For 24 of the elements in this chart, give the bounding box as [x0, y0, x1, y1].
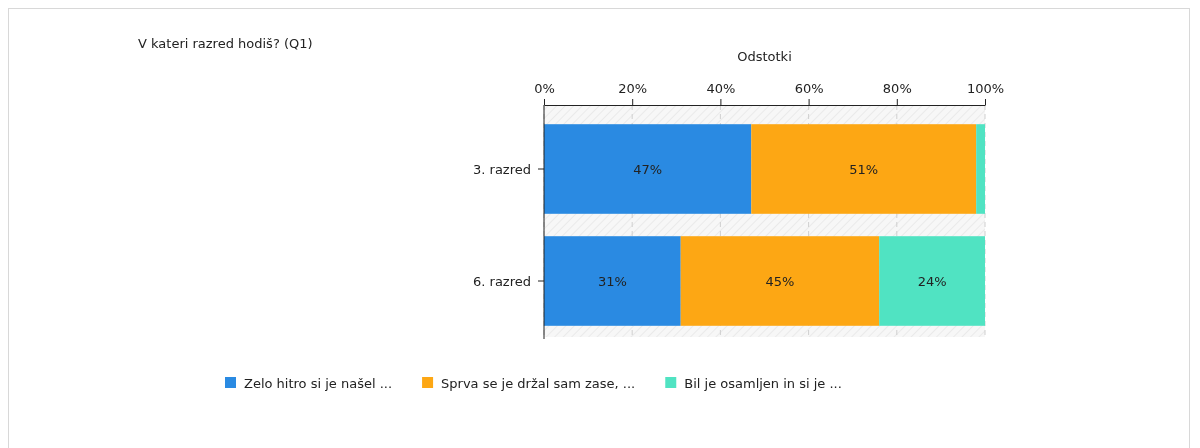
bar — [751, 124, 977, 214]
x-tick-label: 0% — [534, 81, 555, 97]
y-tick-label: 3. razred — [473, 161, 531, 177]
bar — [879, 236, 985, 326]
data-label: 24% — [917, 273, 947, 289]
x-tick-label: 40% — [706, 81, 736, 97]
bar — [680, 236, 880, 326]
y-tick-label: 6. razred — [473, 273, 531, 289]
bar — [976, 124, 985, 214]
bar — [544, 236, 681, 326]
x-tick-label: 20% — [618, 81, 648, 97]
data-label: 51% — [849, 161, 879, 177]
legend-label: Bil je osamljen in si je ... — [684, 375, 842, 391]
x-tick-label: 80% — [882, 81, 912, 97]
text: V kateri razred hodiš? (Q1) — [138, 36, 313, 51]
data-label: 45% — [765, 273, 795, 289]
legend-label: Sprva se je držal sam zase, ... — [441, 375, 636, 391]
bar — [544, 124, 752, 214]
x-axis-title: Odstotki — [737, 49, 792, 64]
data-label: 31% — [597, 273, 627, 289]
x-tick-label: 100% — [966, 81, 1005, 97]
legend-label: Zelo hitro si je našel ... — [244, 375, 393, 391]
x-tick-label: 60% — [794, 81, 824, 97]
data-label: 47% — [633, 161, 663, 177]
